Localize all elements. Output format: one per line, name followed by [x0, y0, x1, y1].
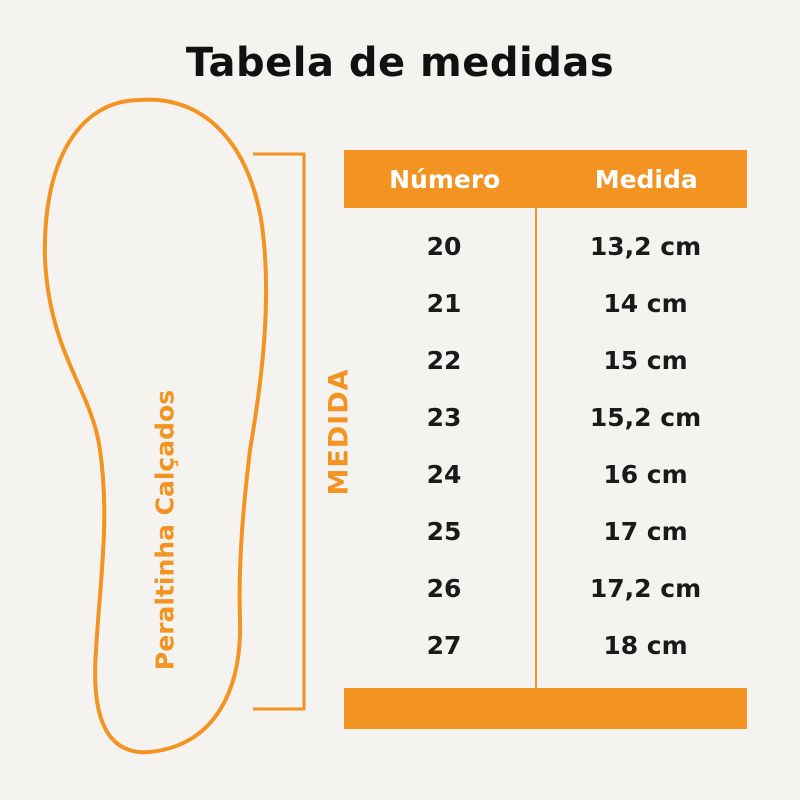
table-row: 27 18 cm — [344, 617, 747, 674]
table-header: Número Medida — [344, 150, 747, 208]
table-footer-bar — [344, 688, 747, 729]
header-numero: Número — [389, 164, 501, 194]
cell-medida: 16 cm — [603, 460, 688, 489]
table-row: 26 17,2 cm — [344, 560, 747, 617]
cell-numero: 22 — [426, 346, 462, 375]
table-row: 23 15,2 cm — [344, 389, 747, 446]
cell-numero: 21 — [426, 289, 462, 318]
size-table: 20 13,2 cm 21 14 cm 22 15 cm 23 15,2 cm … — [344, 218, 747, 674]
cell-medida: 18 cm — [603, 631, 688, 660]
table-row: 21 14 cm — [344, 275, 747, 332]
cell-numero: 23 — [426, 403, 462, 432]
cell-numero: 26 — [426, 574, 462, 603]
table-row: 20 13,2 cm — [344, 218, 747, 275]
cell-medida: 14 cm — [603, 289, 688, 318]
table-row: 22 15 cm — [344, 332, 747, 389]
cell-numero: 24 — [426, 460, 462, 489]
header-medida: Medida — [594, 164, 698, 194]
cell-numero: 27 — [426, 631, 462, 660]
cell-medida: 17,2 cm — [589, 574, 702, 603]
cell-numero: 20 — [426, 232, 462, 261]
cell-numero: 25 — [426, 517, 462, 546]
column-divider — [535, 208, 537, 688]
table-row: 25 17 cm — [344, 503, 747, 560]
cell-medida: 15,2 cm — [589, 403, 702, 432]
table-row: 24 16 cm — [344, 446, 747, 503]
cell-medida: 15 cm — [603, 346, 688, 375]
insole-outline — [42, 97, 269, 755]
cell-medida: 13,2 cm — [589, 232, 702, 261]
page-title: Tabela de medidas — [185, 40, 615, 86]
brand-label: Peraltinha Calçados — [150, 389, 180, 671]
cell-medida: 17 cm — [603, 517, 688, 546]
measure-bracket — [253, 152, 306, 711]
